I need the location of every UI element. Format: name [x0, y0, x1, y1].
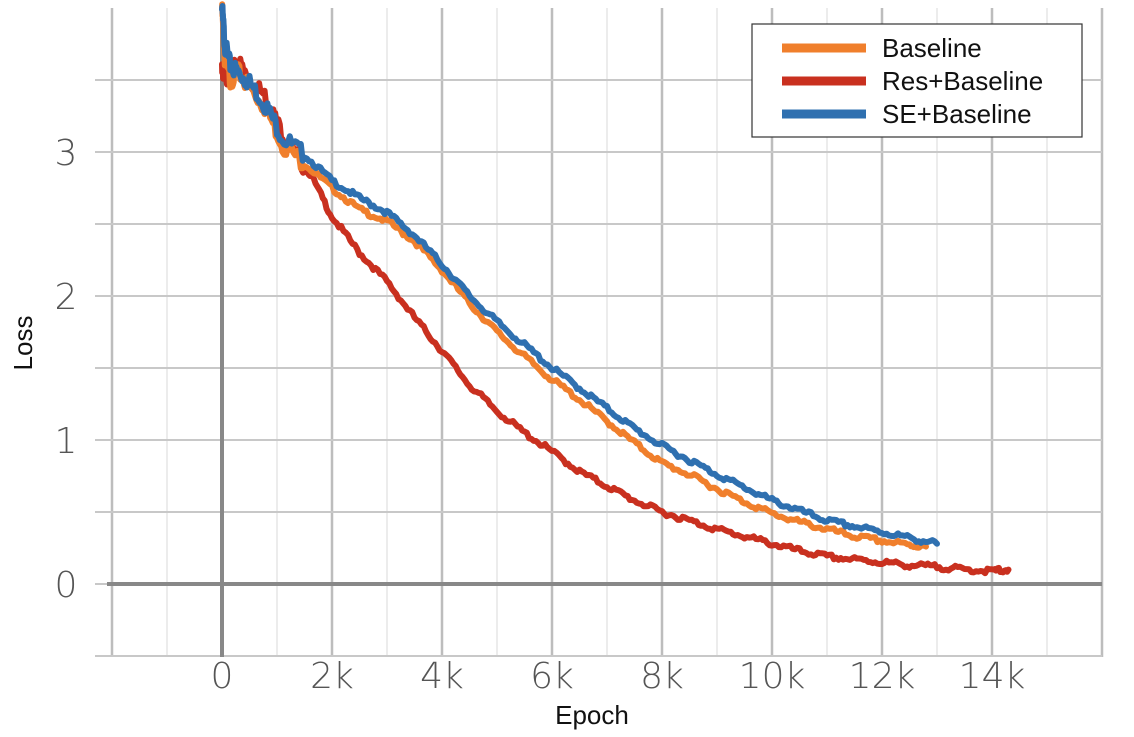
- x-tick-label: 12k: [849, 656, 916, 697]
- legend-label-baseline: Baseline: [882, 33, 982, 63]
- y-tick-label: 0: [55, 565, 78, 606]
- legend-label-res-baseline: Res+Baseline: [882, 66, 1043, 96]
- y-tick-label: 2: [55, 277, 78, 318]
- legend-label-se-baseline: SE+Baseline: [882, 99, 1032, 129]
- series-line-se-baseline: [219, 3, 940, 547]
- x-tick-label: 10k: [739, 656, 806, 697]
- legend: Baseline Res+Baseline SE+Baseline: [751, 23, 1083, 138]
- x-tick-label: 2k: [310, 656, 354, 697]
- x-tick-label: 4k: [420, 656, 464, 697]
- y-tick-label: 3: [55, 133, 78, 174]
- x-tick-label: 0: [211, 656, 234, 697]
- y-axis-label: Loss: [8, 316, 38, 371]
- grid: [95, 8, 1104, 657]
- x-tick-label: 14k: [959, 656, 1026, 697]
- tick-labels: 0 2k 4k 6k 8k 10k 12k 14k 0 1 2 3: [55, 133, 1026, 697]
- x-tick-label: 6k: [530, 656, 574, 697]
- series-lines: [219, 1, 1012, 577]
- x-tick-label: 8k: [640, 656, 684, 697]
- y-tick-label: 1: [55, 421, 78, 462]
- x-axis-label: Epoch: [555, 700, 629, 730]
